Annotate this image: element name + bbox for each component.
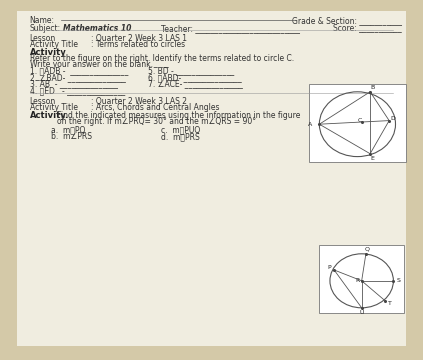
Text: 2. ∠BAD- _______________: 2. ∠BAD- _______________ <box>30 73 126 82</box>
Text: U: U <box>360 310 364 315</box>
Text: on the right. If m∠PRQ= 30° and the m∠QRS = 90°: on the right. If m∠PRQ= 30° and the m∠QR… <box>57 117 256 126</box>
Text: b.  m∠PRS: b. m∠PRS <box>51 132 92 141</box>
Text: Teacher: ___________________________: Teacher: ___________________________ <box>161 24 300 33</box>
Text: c.  m⌒PUQ: c. m⌒PUQ <box>161 125 200 134</box>
FancyBboxPatch shape <box>309 84 406 162</box>
Text: T: T <box>387 301 392 306</box>
Text: 4. ⌒ED   - _______________: 4. ⌒ED - _______________ <box>30 86 125 95</box>
Text: Grade & Section: ___________: Grade & Section: ___________ <box>292 16 402 25</box>
Text: Subject:: Subject: <box>30 24 61 33</box>
Text: Lesson: Lesson <box>30 34 56 43</box>
Text: S: S <box>396 278 401 283</box>
Text: Mathematics 10: Mathematics 10 <box>63 24 132 33</box>
Text: 6. ⌒ABD- _______________: 6. ⌒ABD- _______________ <box>148 73 242 82</box>
Text: 1. ⌒ADB -  _______________: 1. ⌒ADB - _______________ <box>30 67 128 76</box>
Text: 7. ∠ACE- _______________: 7. ∠ACE- _______________ <box>148 79 243 88</box>
Text: 3. ̅A̅B̅  - _______________: 3. ̅A̅B̅ - _______________ <box>30 79 118 88</box>
Text: Activity Title: Activity Title <box>30 40 77 49</box>
FancyBboxPatch shape <box>17 11 406 346</box>
Text: : Arcs, Chords and Central Angles: : Arcs, Chords and Central Angles <box>91 103 220 112</box>
FancyBboxPatch shape <box>319 245 404 313</box>
Text: Lesson: Lesson <box>30 97 56 106</box>
Text: Write your answer on the blank.: Write your answer on the blank. <box>30 60 153 69</box>
Text: P: P <box>327 265 331 270</box>
Text: R: R <box>355 278 360 283</box>
Text: : Quarter 2 Week 3 LAS 2: : Quarter 2 Week 3 LAS 2 <box>91 97 187 106</box>
Text: C: C <box>357 118 362 123</box>
Text: : Quarter 2 Week 3 LAS 1: : Quarter 2 Week 3 LAS 1 <box>91 34 187 43</box>
Text: a.  m⌒PQ: a. m⌒PQ <box>51 125 85 134</box>
Text: Q: Q <box>364 247 369 252</box>
Text: d.  m⌒PRS: d. m⌒PRS <box>161 132 200 141</box>
Text: : Terms related to circles: : Terms related to circles <box>91 40 185 49</box>
Text: Activity: Activity <box>30 48 66 57</box>
Text: D: D <box>390 116 396 121</box>
Text: Activity.: Activity. <box>30 111 69 120</box>
Text: E: E <box>370 156 374 161</box>
Text: Refer to the figure on the right. Identify the terms related to circle C.: Refer to the figure on the right. Identi… <box>30 54 294 63</box>
Text: Find the indicated measures using the information in the figure: Find the indicated measures using the in… <box>57 111 300 120</box>
Text: B: B <box>370 85 374 90</box>
Text: Activity Title: Activity Title <box>30 103 77 112</box>
Text: A: A <box>308 122 312 127</box>
Text: Score: ___________: Score: ___________ <box>333 23 402 32</box>
Text: 5. ̅B̅D̅ - _______________: 5. ̅B̅D̅ - _______________ <box>148 67 234 76</box>
Text: Name:: Name: <box>30 16 55 25</box>
